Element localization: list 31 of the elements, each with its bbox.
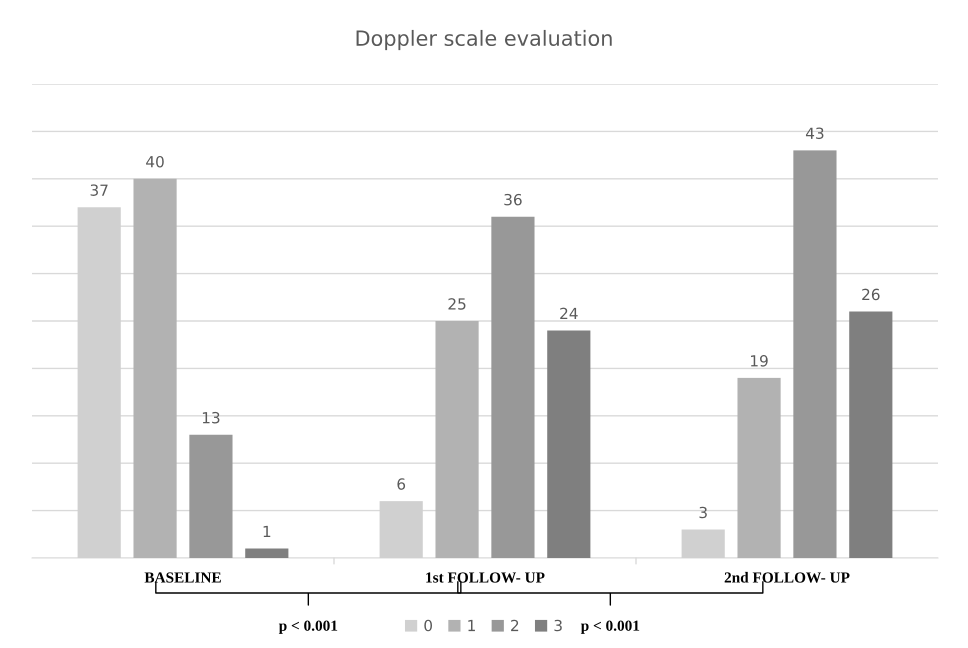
text: p < 0.001 bbox=[278, 620, 338, 634]
x-tick-label: 2nd FOLLOW- UP bbox=[724, 572, 850, 583]
data-label: 19 bbox=[751, 355, 768, 367]
legend-label: 1 bbox=[468, 620, 475, 632]
bar bbox=[435, 321, 479, 558]
bar bbox=[491, 216, 535, 558]
chart-title: Doppler scale evaluation bbox=[356, 30, 612, 50]
data-label: 25 bbox=[448, 298, 466, 310]
x-tick-label: 1st FOLLOW- UP bbox=[426, 572, 545, 583]
data-label: 43 bbox=[806, 128, 824, 140]
data-label: 6 bbox=[397, 478, 406, 490]
bar bbox=[737, 378, 781, 558]
legend-label: 2 bbox=[511, 620, 518, 632]
bar bbox=[189, 434, 233, 558]
data-label: 36 bbox=[504, 194, 522, 206]
bar bbox=[547, 330, 590, 558]
bar bbox=[849, 312, 892, 558]
legend-label: 0 bbox=[424, 620, 432, 632]
data-label: 26 bbox=[862, 288, 880, 300]
bar bbox=[133, 178, 177, 558]
text: p < 0.001 bbox=[580, 620, 640, 634]
data-label: 37 bbox=[90, 184, 108, 196]
data-label: 13 bbox=[202, 412, 220, 424]
bar bbox=[793, 150, 837, 558]
legend-label: 3 bbox=[554, 620, 562, 632]
data-label: 24 bbox=[560, 308, 578, 319]
data-label: 3 bbox=[700, 506, 707, 518]
bar bbox=[245, 548, 288, 558]
data-label: 1 bbox=[264, 526, 270, 538]
x-tick-label: BASELINE bbox=[144, 572, 221, 583]
data-label: 40 bbox=[146, 156, 164, 168]
